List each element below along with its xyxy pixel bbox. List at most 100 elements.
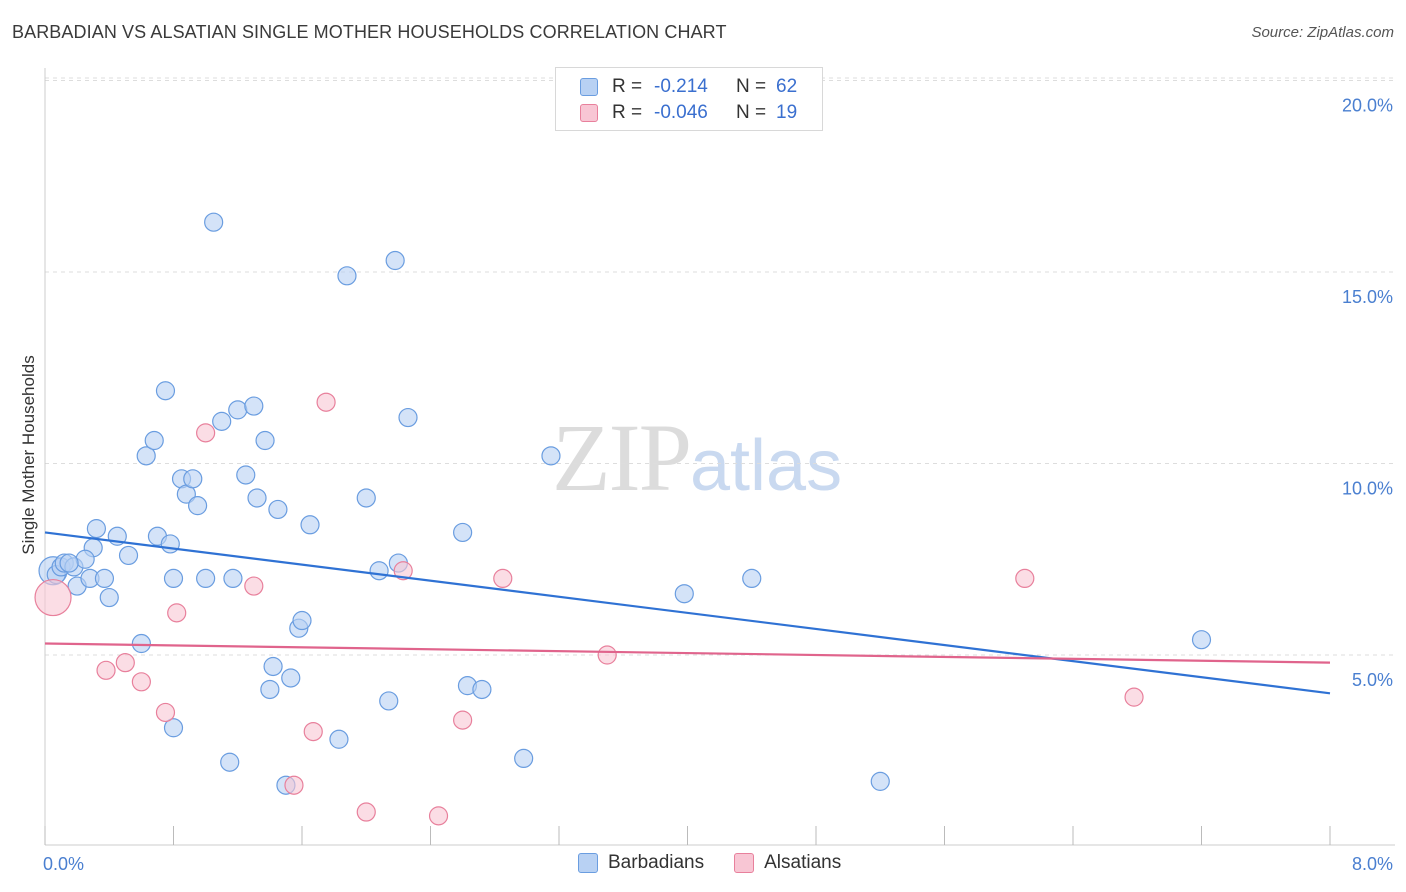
watermark: ZIPatlas bbox=[552, 402, 842, 513]
series-label-barbadians: Barbadians bbox=[608, 852, 705, 873]
y-tick-label: 15.0% bbox=[1342, 287, 1393, 307]
point-barbadians bbox=[379, 691, 399, 711]
point-barbadians bbox=[220, 752, 240, 772]
point-alsatians bbox=[244, 576, 264, 596]
point-barbadians bbox=[236, 465, 256, 485]
point-barbadians bbox=[163, 718, 184, 738]
legend-n-value: 19 bbox=[776, 102, 798, 123]
point-barbadians bbox=[263, 656, 283, 677]
y-tick-label: 10.0% bbox=[1342, 479, 1393, 499]
point-alsatians bbox=[597, 645, 617, 665]
point-alsatians bbox=[303, 721, 323, 742]
point-barbadians bbox=[268, 499, 288, 520]
legend-r-value: -0.046 bbox=[654, 102, 708, 123]
y-axis-title: Single Mother Households bbox=[19, 355, 38, 554]
point-barbadians bbox=[369, 561, 389, 581]
point-alsatians bbox=[34, 578, 72, 617]
legend-n-label: N = bbox=[736, 102, 767, 123]
y-tick-label: 20.0% bbox=[1342, 96, 1393, 116]
point-barbadians bbox=[356, 488, 376, 508]
point-barbadians bbox=[99, 587, 119, 608]
series-legend-alsatians: Alsatians bbox=[734, 852, 841, 874]
point-barbadians bbox=[260, 679, 280, 700]
point-alsatians bbox=[1015, 568, 1035, 589]
point-alsatians bbox=[96, 660, 116, 680]
series-label-alsatians: Alsatians bbox=[764, 852, 842, 873]
legend-n-value: 62 bbox=[776, 76, 798, 97]
point-barbadians bbox=[75, 549, 95, 569]
grid-lines bbox=[45, 77, 1395, 656]
axis-labels: 5.0% 10.0% 15.0% 20.0% 0.0% 8.0% Single Mother… bbox=[19, 96, 1393, 875]
point-barbadians bbox=[337, 266, 357, 286]
y-tick-label: 5.0% bbox=[1352, 670, 1393, 690]
point-alsatians bbox=[1124, 687, 1144, 707]
point-barbadians bbox=[329, 729, 349, 749]
legend-n-label: N = bbox=[736, 76, 767, 97]
series-legend-barbadians: Barbadians bbox=[578, 852, 704, 874]
legend-r-label: R = bbox=[612, 76, 643, 97]
chart-title: BARBADIAN VS ALSATIAN SINGLE MOTHER HOUS… bbox=[12, 22, 727, 42]
point-alsatians bbox=[284, 775, 304, 795]
x-tick-label: 0.0% bbox=[43, 854, 84, 874]
point-barbadians bbox=[281, 668, 301, 688]
correlation-legend: R = -0.214 N = 62 R = -0.046 N = 19 bbox=[555, 67, 823, 131]
point-barbadians bbox=[155, 381, 176, 401]
point-barbadians bbox=[292, 610, 312, 631]
point-barbadians bbox=[385, 250, 405, 271]
point-barbadians bbox=[131, 633, 151, 654]
point-alsatians bbox=[393, 561, 413, 581]
point-barbadians bbox=[674, 584, 694, 604]
point-barbadians bbox=[1191, 630, 1212, 650]
point-barbadians bbox=[204, 212, 224, 232]
point-alsatians bbox=[428, 806, 449, 826]
point-barbadians bbox=[742, 568, 762, 589]
legend-row-alsatians: R = -0.046 N = 19 bbox=[580, 101, 797, 125]
point-barbadians bbox=[255, 430, 275, 451]
point-alsatians bbox=[453, 710, 473, 730]
point-barbadians bbox=[59, 553, 79, 573]
trendline-alsatians bbox=[44, 642, 1331, 664]
point-alsatians bbox=[356, 802, 376, 822]
series-legend: Barbadians Alsatians bbox=[578, 852, 871, 874]
point-barbadians bbox=[472, 679, 492, 700]
point-barbadians bbox=[514, 748, 534, 769]
axes bbox=[44, 68, 1395, 846]
legend-row-barbadians: R = -0.214 N = 62 bbox=[580, 75, 797, 99]
point-barbadians bbox=[118, 545, 139, 566]
point-barbadians bbox=[196, 568, 216, 589]
point-alsatians bbox=[167, 603, 187, 623]
point-alsatians bbox=[493, 568, 513, 589]
point-barbadians bbox=[398, 407, 418, 428]
point-barbadians bbox=[870, 771, 890, 791]
point-barbadians bbox=[244, 396, 264, 416]
legend-swatch-alsatians bbox=[580, 104, 598, 122]
series-swatch-barbadians bbox=[578, 853, 598, 873]
x-tick-label: 8.0% bbox=[1352, 854, 1393, 874]
point-barbadians bbox=[541, 446, 561, 466]
point-alsatians bbox=[131, 672, 151, 692]
legend-r-value: -0.214 bbox=[654, 76, 708, 97]
point-barbadians bbox=[136, 446, 156, 466]
data-points bbox=[34, 212, 1212, 826]
point-barbadians bbox=[94, 568, 115, 589]
point-barbadians bbox=[223, 568, 243, 589]
point-alsatians bbox=[316, 392, 336, 412]
point-barbadians bbox=[183, 469, 203, 489]
series-swatch-alsatians bbox=[734, 853, 755, 873]
point-barbadians bbox=[247, 488, 267, 508]
point-barbadians bbox=[144, 430, 164, 451]
point-barbadians bbox=[163, 568, 184, 589]
watermark-atlas: atlas bbox=[690, 426, 843, 506]
point-alsatians bbox=[196, 423, 216, 443]
watermark-zip: ZIP bbox=[552, 404, 692, 511]
trend-lines bbox=[44, 531, 1331, 695]
legend-r-label: R = bbox=[612, 102, 643, 123]
point-barbadians bbox=[228, 400, 248, 420]
source-credit: Source: ZipAtlas.com bbox=[1251, 24, 1394, 41]
point-barbadians bbox=[453, 522, 473, 543]
point-barbadians bbox=[212, 411, 232, 431]
point-barbadians bbox=[160, 534, 180, 554]
trendline-barbadians bbox=[44, 531, 1331, 695]
point-barbadians bbox=[300, 515, 320, 535]
